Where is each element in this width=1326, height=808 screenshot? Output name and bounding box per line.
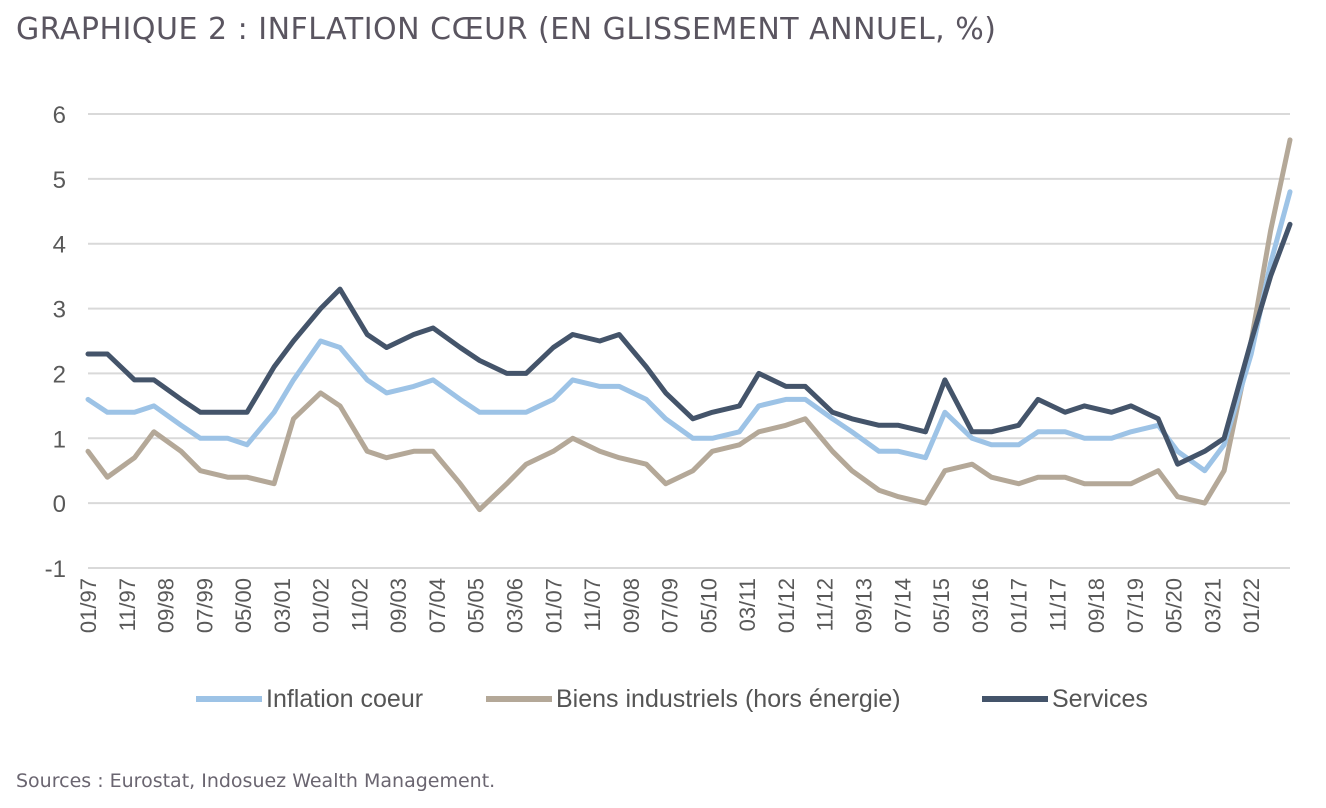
x-tick-label: 09/13	[851, 578, 876, 633]
x-tick-label: 01/22	[1239, 578, 1264, 633]
legend-item-services: Services	[982, 682, 1148, 716]
line-chart: 6 5 4 3 2 1 0 -1 01/97 11/97 09/98 07/99 05/00 03/01…	[45, 102, 1293, 633]
x-tick-label: 01/17	[1007, 578, 1032, 633]
x-tick-label: 11/97	[115, 578, 140, 631]
legend-swatch-services	[982, 696, 1048, 702]
x-tick-label: 01/97	[76, 578, 101, 633]
x-tick-label: 05/10	[696, 578, 721, 633]
x-tick-label: 09/08	[619, 578, 644, 633]
y-axis-ticks: 6 5 4 3 2 1 0 -1	[45, 102, 66, 583]
y-tick-label: 0	[53, 491, 66, 518]
legend-label-biens-industriels: Biens industriels (hors énergie)	[556, 684, 901, 713]
x-tick-label: 09/18	[1084, 578, 1109, 633]
y-tick-label: 4	[53, 232, 66, 259]
x-tick-label: 03/06	[503, 578, 528, 633]
x-tick-label: 01/07	[541, 578, 566, 633]
series-line-0	[85, 189, 1293, 474]
gridlines	[88, 113, 1290, 569]
x-tick-label: 03/16	[968, 578, 993, 633]
x-tick-label: 05/00	[231, 578, 256, 633]
source-note: Sources : Eurostat, Indosuez Wealth Mana…	[16, 770, 496, 792]
legend-item-inflation-coeur: Inflation coeur	[196, 682, 423, 716]
x-tick-label: 07/04	[425, 578, 450, 633]
legend-item-biens-industriels: Biens industriels (hors énergie)	[486, 682, 901, 716]
y-tick-label: 2	[53, 361, 66, 388]
y-tick-label: 6	[53, 102, 66, 129]
x-tick-label: 03/01	[270, 578, 295, 633]
x-tick-label: 07/14	[890, 578, 915, 633]
x-axis-ticks: 01/97 11/97 09/98 07/99 05/00 03/01 01/02 11/02…	[76, 578, 1264, 633]
x-tick-label: 11/17	[1045, 578, 1070, 631]
series-lines	[85, 137, 1293, 513]
legend-swatch-inflation-coeur	[196, 696, 262, 702]
legend-swatch-biens-industriels	[486, 696, 552, 702]
chart-legend: Inflation coeur Biens industriels (hors …	[0, 682, 1326, 716]
series-line-1	[85, 137, 1293, 513]
chart-title: GRAPHIQUE 2 : INFLATION CŒUR (EN GLISSEM…	[16, 12, 997, 47]
x-tick-label: 03/21	[1200, 578, 1225, 633]
y-tick-label: -1	[45, 556, 66, 583]
y-tick-label: 1	[53, 426, 66, 453]
x-tick-label: 01/12	[774, 578, 799, 633]
legend-label-inflation-coeur: Inflation coeur	[266, 684, 424, 713]
x-tick-label: 07/19	[1123, 578, 1148, 633]
x-tick-label: 07/09	[658, 578, 683, 633]
x-tick-label: 07/99	[192, 578, 217, 633]
x-tick-label: 11/07	[580, 578, 605, 631]
x-tick-label: 03/11	[735, 578, 760, 631]
legend-label-services: Services	[1052, 684, 1148, 713]
x-tick-label: 11/02	[347, 578, 372, 631]
y-tick-label: 3	[53, 297, 66, 324]
y-tick-label: 5	[53, 167, 66, 194]
x-tick-label: 09/98	[154, 578, 179, 633]
x-tick-label: 01/02	[309, 578, 334, 633]
x-tick-label: 05/20	[1162, 578, 1187, 633]
x-tick-label: 09/03	[386, 578, 411, 633]
x-tick-label: 05/05	[464, 578, 489, 633]
series-line-2	[85, 221, 1293, 467]
x-tick-label: 11/12	[813, 578, 838, 631]
x-tick-label: 05/15	[929, 578, 954, 633]
